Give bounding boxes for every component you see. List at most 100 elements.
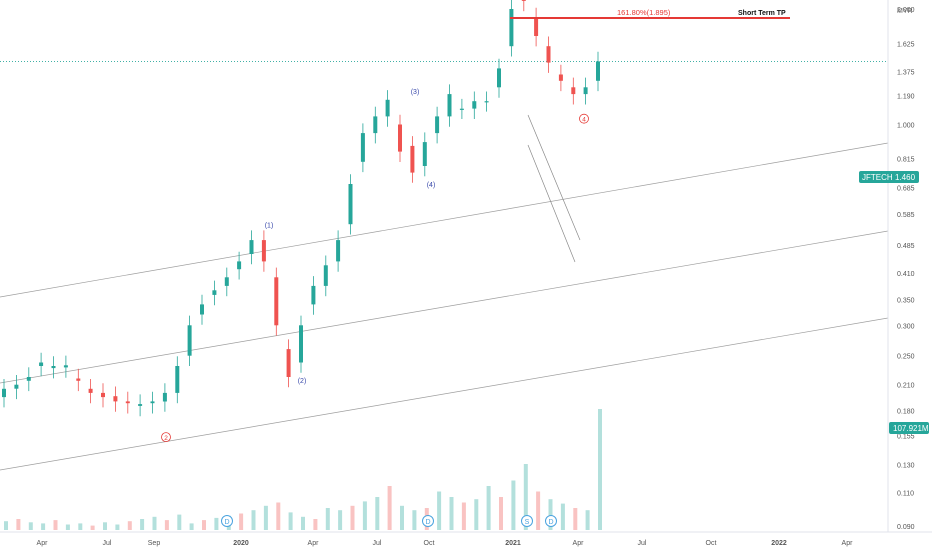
candles xyxy=(2,0,600,417)
candle-body xyxy=(212,290,217,295)
volume-bar xyxy=(499,497,503,530)
wave-projection xyxy=(527,114,581,263)
candle-body xyxy=(274,277,279,326)
time-tick-label: Apr xyxy=(37,540,49,547)
price-tick-label: 0.090 xyxy=(897,524,915,531)
candle-body xyxy=(88,388,93,393)
price-tick-label: 0.585 xyxy=(897,212,915,219)
wave-label: (2) xyxy=(298,378,307,385)
price-tick-label: 0.485 xyxy=(897,243,915,250)
candle-body xyxy=(63,365,68,368)
volume-bar xyxy=(449,497,454,530)
candle-body xyxy=(187,325,192,356)
channel-line xyxy=(0,317,889,471)
target-name-label: Short Term TP xyxy=(738,10,786,17)
volume-bar xyxy=(90,525,95,530)
volume-bar xyxy=(16,519,21,530)
volume-bar xyxy=(4,521,8,530)
candle-body xyxy=(558,74,563,81)
price-tick-label: 0.250 xyxy=(897,354,915,361)
volume-bar xyxy=(338,510,343,530)
target-pct-label: 161.80%(1.895) xyxy=(617,8,671,17)
time-tick-label: Jul xyxy=(373,540,382,547)
time-tick-label: Jul xyxy=(103,540,112,547)
candle-body xyxy=(51,366,56,369)
candle-body xyxy=(398,124,402,152)
candle-body xyxy=(410,145,415,173)
candle-body xyxy=(583,87,588,95)
volume-bar xyxy=(41,523,46,530)
time-axis[interactable]: Apr Jul Sep 2020 Apr Jul Oct 2021 Apr Jul Oct 2022 A… xyxy=(37,540,854,547)
time-tick-label: Apr xyxy=(842,540,854,547)
candle-body xyxy=(472,101,477,109)
symbol-label: JFTECH xyxy=(862,173,893,182)
volume-bar xyxy=(313,519,318,530)
event-marker[interactable] xyxy=(221,515,233,527)
candle-body xyxy=(509,9,514,47)
channel-line xyxy=(0,142,889,298)
volume-bar xyxy=(239,513,244,530)
event-marker[interactable] xyxy=(521,515,533,527)
projection-line xyxy=(527,114,581,241)
candle-body xyxy=(14,384,19,389)
last-price-badge: JFTECH 1.460 xyxy=(859,171,919,183)
volume-bar xyxy=(598,409,602,530)
volume-bar xyxy=(536,491,541,530)
volume-bar xyxy=(474,499,479,530)
price-tick-label: 0.155 xyxy=(897,433,915,440)
time-tick-label: 2022 xyxy=(771,540,787,547)
price-tick-label: 1.375 xyxy=(897,69,915,76)
volume-bar xyxy=(412,510,417,530)
candle-body xyxy=(497,68,501,88)
time-tick-label: 2021 xyxy=(505,540,521,547)
wave-label: 4 xyxy=(582,117,586,124)
channel-lines xyxy=(0,61,889,471)
volume-bar xyxy=(301,516,305,530)
price-axis[interactable]: 5.7504.7504.0003.2502.7502.3752.0001.625… xyxy=(897,0,915,531)
event-marker-label: S xyxy=(525,519,530,526)
wave-circle xyxy=(161,432,171,443)
price-tick-label: 0.300 xyxy=(897,323,915,330)
wave-label: (4) xyxy=(427,182,436,189)
time-tick-label: Apr xyxy=(573,540,585,547)
time-tick-label: Apr xyxy=(308,540,320,547)
candle-body xyxy=(26,377,31,381)
channel-line xyxy=(0,230,889,384)
event-marker[interactable] xyxy=(545,515,557,527)
volume-bar xyxy=(523,464,528,530)
price-tick-label: 1.000 xyxy=(897,123,915,130)
volume-bar xyxy=(400,505,404,530)
candle-body xyxy=(484,101,489,103)
volume-bar xyxy=(560,503,565,530)
event-marker[interactable] xyxy=(422,515,434,527)
candle-body xyxy=(138,404,143,406)
volume-bar xyxy=(573,508,578,530)
volume-bar xyxy=(53,520,58,530)
volume-bar xyxy=(152,516,157,530)
volume-bar xyxy=(78,523,83,530)
candle-body xyxy=(385,99,390,117)
candle-body xyxy=(299,325,303,363)
candle-body xyxy=(237,261,242,270)
volume-bar xyxy=(437,491,442,530)
volume-bar xyxy=(387,486,392,530)
volume-bar xyxy=(362,501,367,530)
projection-line xyxy=(527,144,576,263)
candle-body xyxy=(447,94,452,117)
volume-bar xyxy=(140,519,145,530)
volume-bar xyxy=(276,502,281,530)
volume-bar xyxy=(127,521,132,530)
candle-body xyxy=(373,116,378,134)
candle-body xyxy=(249,240,254,254)
volume-bar xyxy=(28,522,33,530)
volume-bar xyxy=(511,480,516,530)
wave-label: 2 xyxy=(164,435,168,442)
volume-bar xyxy=(486,486,491,530)
candle-body xyxy=(162,392,167,402)
candle-body xyxy=(39,362,44,366)
volume-bar xyxy=(325,508,330,530)
event-marker-label: D xyxy=(425,519,430,526)
volume-bars xyxy=(4,409,602,530)
